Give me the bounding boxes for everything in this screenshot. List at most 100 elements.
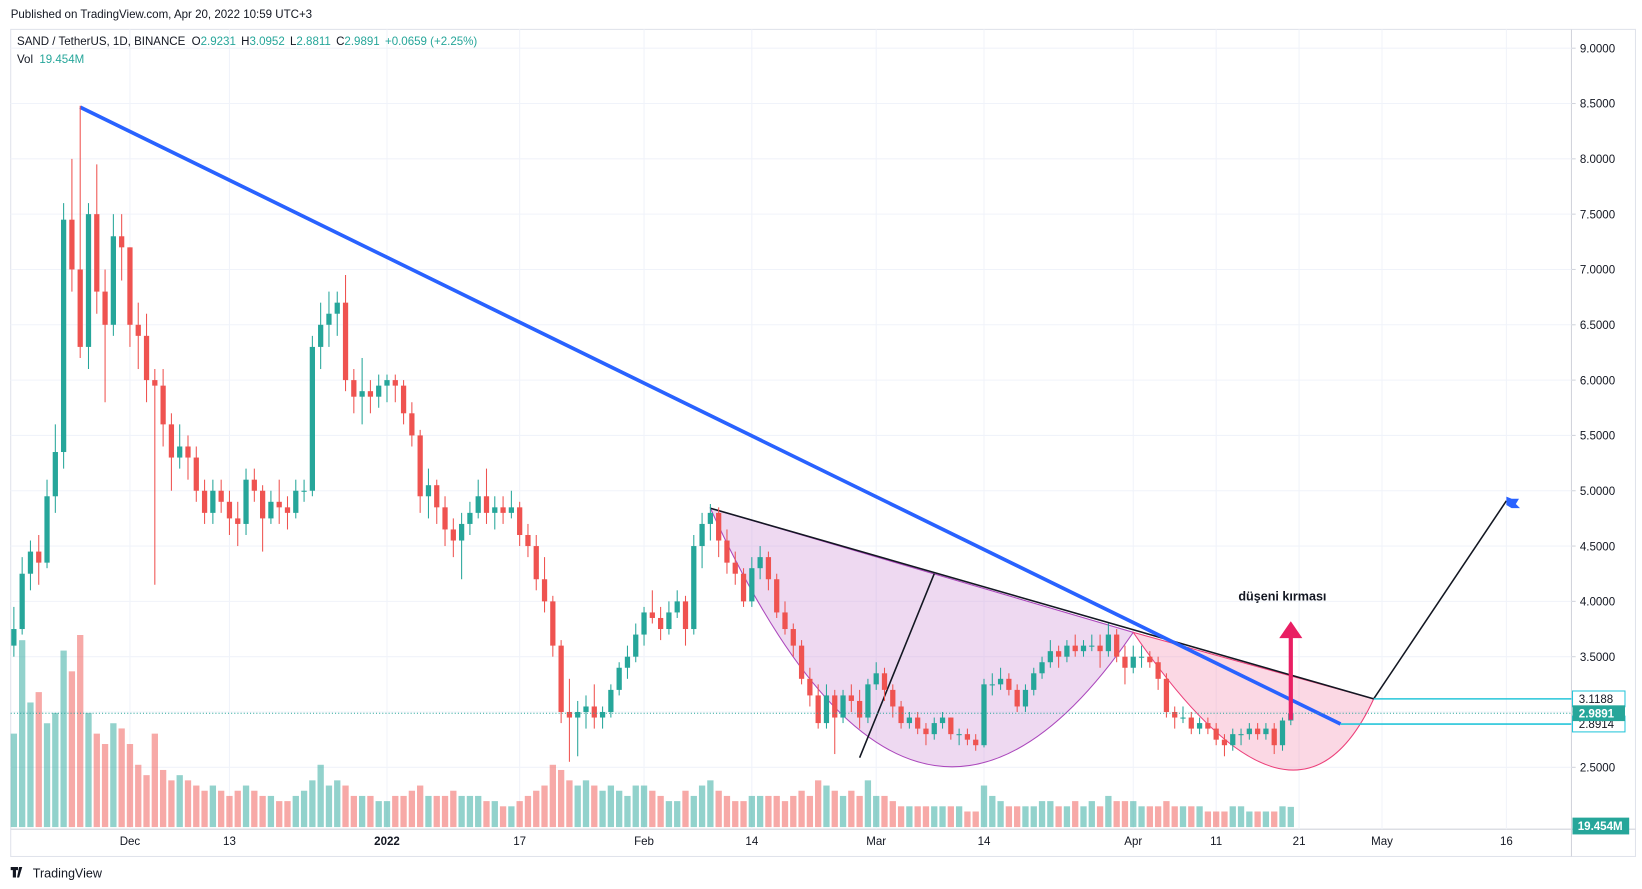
candle-body bbox=[716, 512, 722, 541]
volume-bar bbox=[997, 801, 1004, 828]
volume-bar bbox=[1204, 811, 1212, 828]
volume-bar bbox=[267, 795, 275, 828]
volume-bar bbox=[450, 790, 457, 828]
candle-body bbox=[392, 380, 398, 386]
x-tick-label: 11 bbox=[1210, 836, 1222, 848]
volume-bar bbox=[599, 790, 606, 828]
volume-bar bbox=[143, 775, 150, 828]
volume-bar bbox=[300, 790, 308, 828]
candle-body bbox=[11, 629, 17, 646]
c-label: C bbox=[336, 36, 344, 48]
volume-bar bbox=[10, 733, 18, 828]
x-tick-label: 16 bbox=[1500, 836, 1513, 848]
candle-body bbox=[915, 717, 921, 729]
volume-bar bbox=[1121, 801, 1129, 828]
candle-body bbox=[243, 479, 249, 524]
candle-body bbox=[19, 573, 25, 630]
volume-bar bbox=[93, 733, 100, 828]
volume-bar bbox=[184, 780, 192, 828]
volume-bar bbox=[640, 785, 648, 828]
volume-bar bbox=[922, 806, 930, 828]
volume-bar bbox=[732, 801, 739, 828]
volume-bar bbox=[756, 795, 764, 828]
candle-body bbox=[226, 501, 233, 519]
volume-bar bbox=[566, 780, 573, 828]
volume-bar bbox=[466, 795, 474, 828]
volume-bar bbox=[201, 790, 208, 828]
candle-body bbox=[177, 446, 183, 458]
candle-body bbox=[193, 457, 199, 491]
candle-body bbox=[740, 573, 747, 602]
candle-body bbox=[732, 562, 738, 574]
volume-bar bbox=[980, 785, 988, 828]
candle-body bbox=[1172, 712, 1178, 718]
candle-body bbox=[1196, 723, 1203, 729]
resistance bbox=[710, 507, 1374, 700]
volume-bar bbox=[707, 780, 714, 828]
volume-bar bbox=[441, 795, 449, 828]
l-label: L bbox=[290, 36, 297, 48]
candle-body bbox=[342, 302, 349, 381]
cup-shape bbox=[1132, 631, 1375, 771]
volume-bar bbox=[159, 769, 167, 828]
volume-bar bbox=[972, 811, 979, 828]
volume-bar bbox=[516, 801, 523, 828]
x-tick-label: Mar bbox=[866, 836, 886, 848]
volume-bar bbox=[52, 712, 59, 828]
y-tick-label: 7.0000 bbox=[1580, 265, 1615, 277]
candle-body bbox=[268, 501, 274, 519]
candle-body bbox=[376, 385, 382, 397]
candle-body bbox=[1014, 689, 1020, 707]
candle-body bbox=[500, 507, 506, 513]
candle-body bbox=[923, 728, 929, 735]
candle-body bbox=[1271, 728, 1277, 746]
candle-body bbox=[119, 236, 125, 248]
candle-body bbox=[1047, 651, 1053, 663]
volume-bar bbox=[773, 795, 780, 828]
volume-bar bbox=[259, 795, 266, 828]
volume-bar bbox=[1138, 806, 1145, 828]
volume-bar bbox=[698, 785, 706, 828]
footer-text: TradingView bbox=[33, 866, 103, 880]
volume-bar bbox=[889, 801, 896, 828]
volume-bar bbox=[334, 780, 341, 828]
y-tick-label: 6.0000 bbox=[1580, 375, 1615, 387]
volume-bar bbox=[242, 785, 250, 828]
volume-bar bbox=[723, 795, 731, 828]
candle-body bbox=[210, 490, 216, 513]
price-badge bbox=[1572, 705, 1625, 722]
volume-bar bbox=[1287, 806, 1294, 828]
candle-body bbox=[857, 700, 863, 718]
volume-bar bbox=[118, 728, 125, 828]
x-tick-label: May bbox=[1371, 836, 1393, 848]
volume-bar bbox=[1213, 811, 1220, 828]
candle-body bbox=[956, 734, 962, 736]
volume-bar bbox=[1237, 806, 1245, 828]
candle-body bbox=[359, 391, 365, 397]
candle-body bbox=[160, 385, 166, 425]
volume-bar bbox=[815, 780, 822, 828]
candle-body bbox=[550, 601, 556, 646]
candle-body bbox=[251, 479, 257, 491]
volume-bar bbox=[483, 801, 490, 828]
volume-bar bbox=[367, 795, 374, 828]
candle-body bbox=[1130, 656, 1136, 668]
candle-body bbox=[301, 490, 307, 492]
candle-body bbox=[832, 695, 838, 718]
volume-bar bbox=[964, 811, 971, 828]
candle-body bbox=[1097, 645, 1103, 652]
volume-bar bbox=[1072, 801, 1079, 828]
candle-body bbox=[1064, 645, 1070, 657]
volume-bar bbox=[317, 764, 324, 828]
candle-body bbox=[1080, 645, 1087, 652]
candle-body bbox=[1147, 656, 1153, 663]
candle-body bbox=[467, 512, 473, 524]
volume-bar bbox=[1005, 806, 1013, 828]
x-tick-label: 13 bbox=[223, 836, 236, 848]
candle-body bbox=[981, 684, 987, 746]
x-tick-label: Feb bbox=[634, 836, 654, 848]
candle-body bbox=[1205, 723, 1211, 729]
candle-body bbox=[235, 518, 241, 524]
candle-body bbox=[284, 507, 291, 513]
volume-bar bbox=[1146, 806, 1153, 828]
